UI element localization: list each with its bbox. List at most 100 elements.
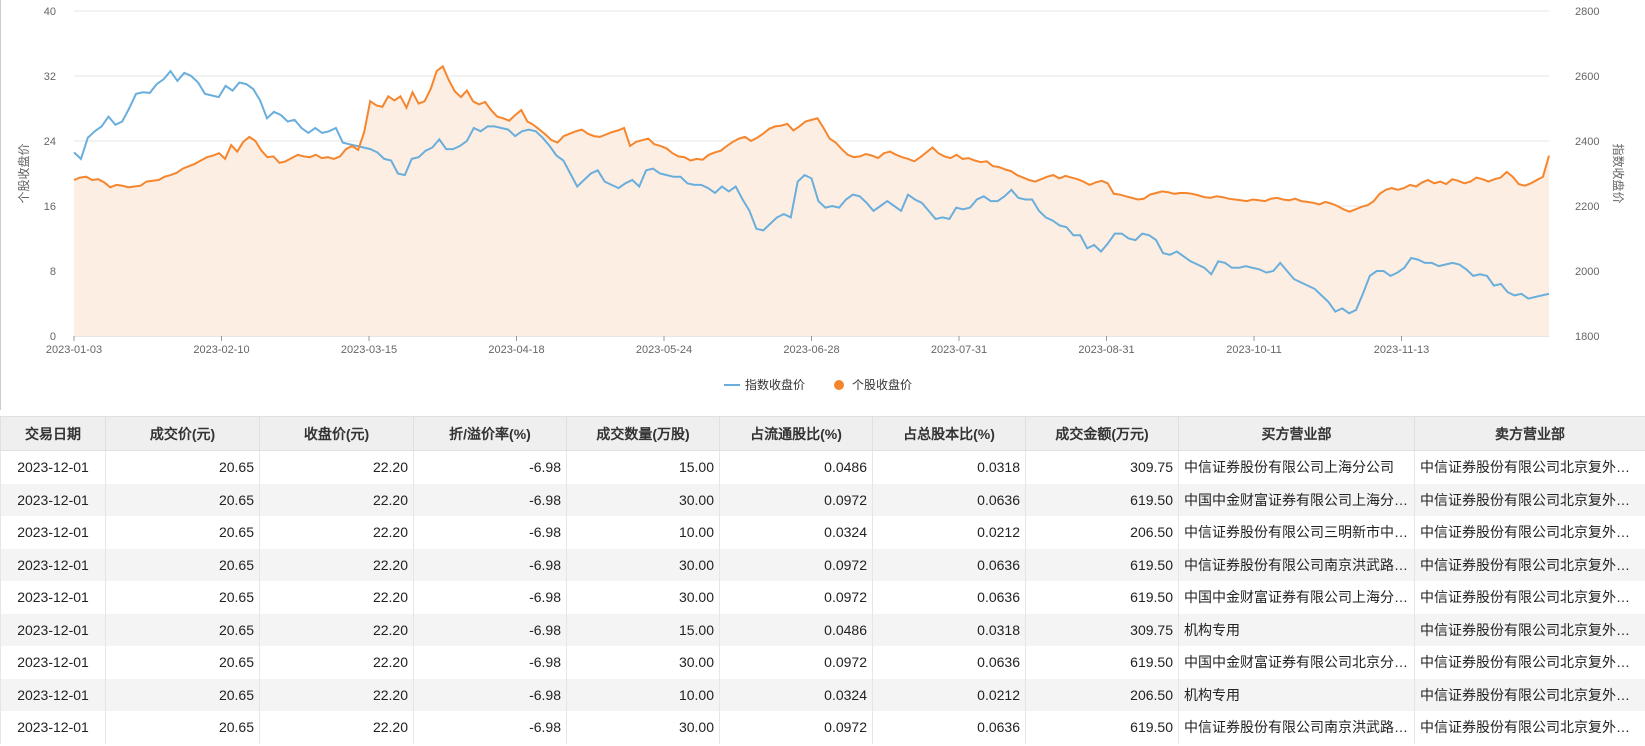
table-cell: 30.00	[566, 646, 720, 679]
legend-stock-label: 个股收盘价	[852, 377, 912, 392]
table-cell: 0.0212	[872, 516, 1026, 549]
table-cell: 22.20	[259, 483, 414, 516]
column-header[interactable]: 买方营业部	[1178, 416, 1415, 451]
table-cell: 619.50	[1025, 711, 1179, 744]
legend-item-stock[interactable]: 个股收盘价	[834, 377, 912, 392]
table-cell: 20.65	[105, 581, 260, 614]
table-row[interactable]: 2023-12-01 20.65 22.20 -6.98 10.00 0.0324 0.02…	[0, 516, 1645, 549]
table-cell: 中信证券股份有限公司上海分公司	[1178, 450, 1415, 484]
table-cell: 中信证券股份有限公司北京复外大街证券营业部	[1414, 678, 1645, 711]
y-right-tick-label: 2600	[1575, 71, 1599, 83]
table-cell: 30.00	[566, 548, 720, 581]
table-cell: 20.65	[105, 678, 260, 711]
x-tick-label: 2023-04-18	[488, 344, 544, 356]
table-cell: 30.00	[566, 711, 720, 744]
index-series-line	[73, 69, 1550, 315]
table-cell: 中信证券股份有限公司北京复外大街证券营业部	[1414, 516, 1645, 549]
table-cell: 619.50	[1025, 548, 1179, 581]
table-row[interactable]: 2023-12-01 20.65 22.20 -6.98 30.00 0.0972 0.06…	[0, 548, 1645, 581]
table-cell: 0.0324	[719, 678, 873, 711]
x-tick-label: 2023-06-28	[783, 344, 839, 356]
table-cell: -6.98	[413, 516, 567, 549]
block-trade-table: 交易日期 成交价(元) 收盘价(元) 折/溢价率(%) 成交数量(万股) 占流通股比(%)…	[0, 416, 1645, 744]
table-row[interactable]: 2023-12-01 20.65 22.20 -6.98 30.00 0.0972 0.06…	[0, 646, 1645, 679]
table-cell: 0.0972	[719, 711, 873, 744]
legend-stock-swatch	[834, 380, 844, 390]
table-cell: 0.0972	[719, 581, 873, 614]
y-left-tick-label: 32	[44, 71, 56, 83]
table-row[interactable]: 2023-12-01 20.65 22.20 -6.98 30.00 0.0972 0.06…	[0, 483, 1645, 516]
x-tick-label: 2023-01-03	[46, 344, 102, 356]
table-cell: -6.98	[413, 711, 567, 744]
table-cell: 2023-12-01	[0, 450, 106, 484]
chart-area: 0 8 16 24 32 40 1800 2000 2200 2400 2600 2800 2023-0…	[0, 0, 1626, 410]
table-cell: 20.65	[105, 646, 260, 679]
table-cell: 0.0636	[872, 548, 1026, 581]
table-row[interactable]: 2023-12-01 20.65 22.20 -6.98 10.00 0.0324 0.02…	[0, 678, 1645, 711]
legend-item-index[interactable]: 指数收盘价	[724, 377, 805, 392]
table-cell: 中国中金财富证券有限公司上海分公司	[1178, 483, 1415, 516]
table-cell: 0.0636	[872, 581, 1026, 614]
chart-legend[interactable]: 指数收盘价 个股收盘价	[724, 377, 912, 392]
table-cell: 10.00	[566, 678, 720, 711]
table-cell: 0.0318	[872, 613, 1026, 646]
column-header[interactable]: 卖方营业部	[1414, 416, 1645, 451]
table-cell: 机构专用	[1178, 678, 1415, 711]
table-cell: 中信证券股份有限公司北京复外大街证券营业部	[1414, 711, 1645, 744]
table-cell: -6.98	[413, 548, 567, 581]
table-cell: 22.20	[259, 711, 414, 744]
column-header[interactable]: 占流通股比(%)	[719, 416, 873, 451]
table-cell: -6.98	[413, 613, 567, 646]
table-cell: 20.65	[105, 450, 260, 484]
x-tick-label: 2023-08-31	[1078, 344, 1134, 356]
table-cell: 619.50	[1025, 483, 1179, 516]
table-cell: 619.50	[1025, 646, 1179, 679]
table-cell: 中信证券股份有限公司北京复外大街证券营业部	[1414, 548, 1645, 581]
table-cell: 22.20	[259, 646, 414, 679]
table-cell: -6.98	[413, 678, 567, 711]
table-cell: 22.20	[259, 613, 414, 646]
table-cell: 206.50	[1025, 678, 1179, 711]
x-tick-label: 2023-02-10	[193, 344, 249, 356]
table-cell: 0.0212	[872, 678, 1026, 711]
table-row[interactable]: 2023-12-01 20.65 22.20 -6.98 15.00 0.0486 0.03…	[0, 613, 1645, 646]
column-header[interactable]: 收盘价(元)	[259, 416, 414, 451]
y-right-tick-label: 2000	[1575, 266, 1599, 278]
table-row[interactable]: 2023-12-01 20.65 22.20 -6.98 30.00 0.0972 0.06…	[0, 581, 1645, 614]
y-left-tick-label: 16	[44, 201, 56, 213]
table-cell: 中信证券股份有限公司北京复外大街证券营业部	[1414, 646, 1645, 679]
x-tick-label: 2023-03-15	[341, 344, 397, 356]
table-cell: 机构专用	[1178, 613, 1415, 646]
table-cell: 22.20	[259, 581, 414, 614]
table-cell: 0.0318	[872, 450, 1026, 484]
column-header[interactable]: 占总股本比(%)	[872, 416, 1026, 451]
column-header[interactable]: 成交金额(万元)	[1025, 416, 1179, 451]
table-cell: 0.0486	[719, 450, 873, 484]
table-row[interactable]: 2023-12-01 20.65 22.20 -6.98 30.00 0.0972 0.06…	[0, 711, 1645, 744]
y-left-tick-label: 24	[44, 136, 56, 148]
column-header[interactable]: 交易日期	[0, 416, 106, 451]
table-cell: 22.20	[259, 450, 414, 484]
table-cell: 22.20	[259, 548, 414, 581]
table-cell: 中信证券股份有限公司北京复外大街证券营业部	[1414, 581, 1645, 614]
column-header[interactable]: 成交数量(万股)	[566, 416, 720, 451]
x-tick-label: 2023-05-24	[636, 344, 692, 356]
x-tick-label: 2023-07-31	[931, 344, 987, 356]
table-cell: 0.0636	[872, 483, 1026, 516]
table-cell: 中信证券股份有限公司北京复外大街证券营业部	[1414, 483, 1645, 516]
table-cell: 2023-12-01	[0, 581, 106, 614]
table-cell: 20.65	[105, 613, 260, 646]
table-cell: 2023-12-01	[0, 613, 106, 646]
table-cell: 309.75	[1025, 613, 1179, 646]
table-cell: 2023-12-01	[0, 711, 106, 744]
block-trade-table-container[interactable]: 交易日期 成交价(元) 收盘价(元) 折/溢价率(%) 成交数量(万股) 占流通股比(%)…	[0, 416, 1645, 746]
column-header[interactable]: 成交价(元)	[105, 416, 260, 451]
table-cell: 10.00	[566, 516, 720, 549]
table-cell: 中信证券股份有限公司南京洪武路证券营业部	[1178, 548, 1415, 581]
y-right-tick-label: 1800	[1575, 331, 1599, 343]
x-tick-label: 2023-11-13	[1374, 344, 1429, 356]
table-cell: 22.20	[259, 678, 414, 711]
line-chart: 0 8 16 24 32 40 1800 2000 2200 2400 2600 2800 2023-0…	[16, 6, 1626, 392]
table-row[interactable]: 2023-12-01 20.65 22.20 -6.98 15.00 0.0486 0.03…	[0, 450, 1645, 484]
column-header[interactable]: 折/溢价率(%)	[413, 416, 567, 451]
